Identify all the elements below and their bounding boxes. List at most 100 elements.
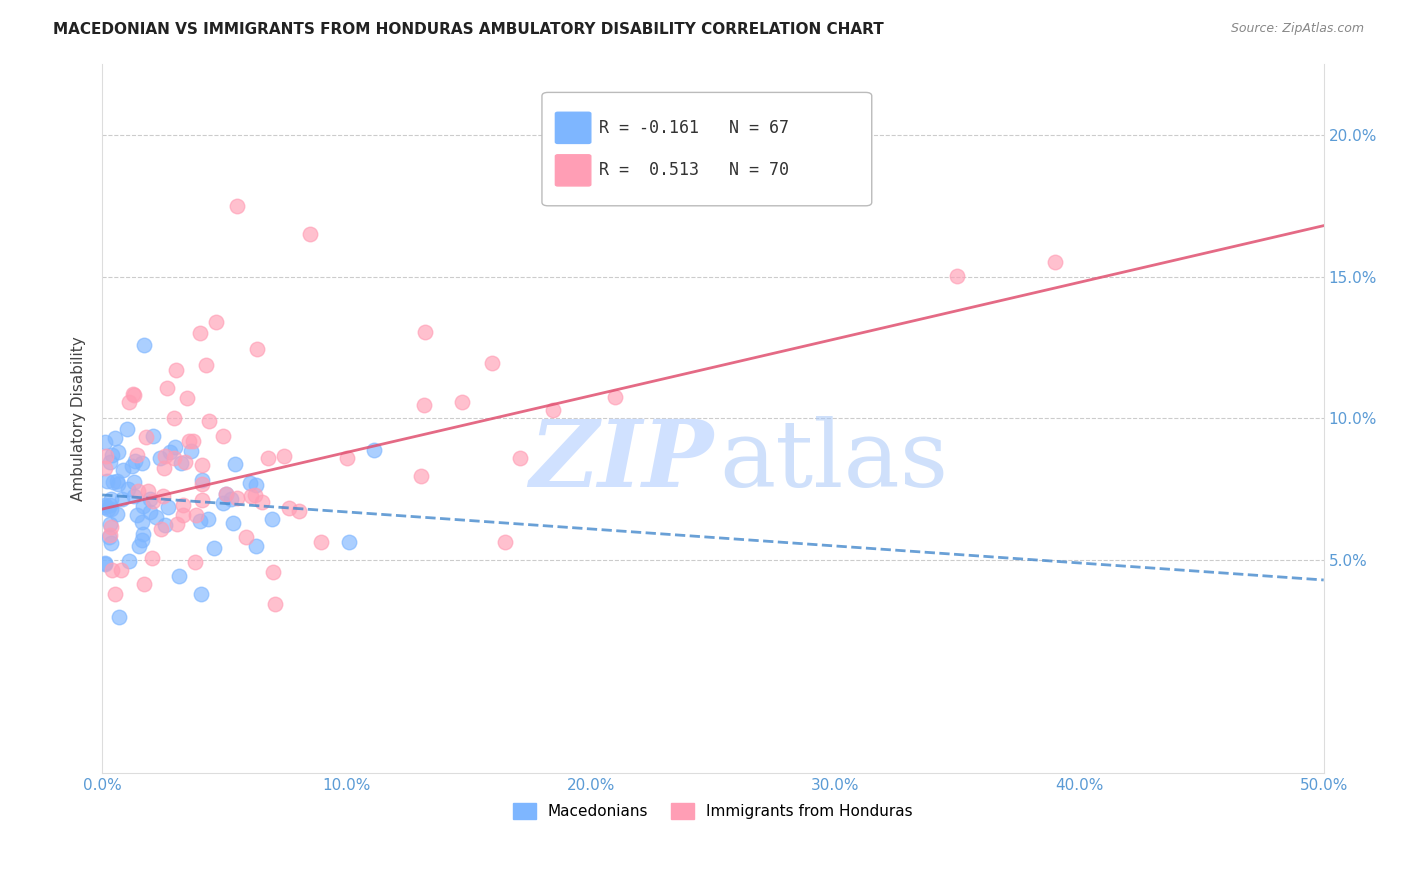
Point bbox=[173, 455, 195, 469]
Point bbox=[101, 563, 124, 577]
FancyBboxPatch shape bbox=[555, 155, 591, 186]
Point bbox=[190, 458, 212, 472]
Point bbox=[166, 517, 188, 532]
Point bbox=[97, 502, 120, 516]
Point bbox=[93, 500, 115, 514]
Point bbox=[235, 530, 257, 544]
Text: R = -0.161   N = 67: R = -0.161 N = 67 bbox=[599, 119, 789, 136]
Point bbox=[156, 500, 179, 514]
Point bbox=[152, 489, 174, 503]
Point bbox=[163, 450, 186, 465]
Point bbox=[191, 492, 214, 507]
Point bbox=[409, 468, 432, 483]
Point bbox=[100, 491, 122, 506]
Point bbox=[139, 492, 162, 507]
Point bbox=[336, 450, 359, 465]
Point bbox=[107, 445, 129, 459]
Point bbox=[273, 449, 295, 463]
Point bbox=[188, 326, 211, 341]
FancyBboxPatch shape bbox=[541, 93, 872, 206]
Point bbox=[176, 391, 198, 405]
Point bbox=[139, 504, 162, 518]
Point bbox=[111, 463, 134, 477]
Point bbox=[105, 474, 128, 488]
Point bbox=[98, 528, 121, 542]
Point bbox=[118, 394, 141, 409]
Point bbox=[226, 491, 249, 505]
Point bbox=[212, 429, 235, 443]
Point bbox=[239, 475, 262, 490]
Point bbox=[214, 487, 236, 501]
Point bbox=[100, 455, 122, 469]
Point bbox=[149, 522, 172, 536]
Point bbox=[94, 498, 117, 512]
Point bbox=[132, 338, 155, 352]
Point bbox=[121, 459, 143, 474]
Point bbox=[101, 448, 124, 462]
Point bbox=[104, 431, 127, 445]
Point bbox=[225, 199, 247, 213]
Point bbox=[125, 508, 148, 523]
Point bbox=[541, 403, 564, 417]
Point bbox=[239, 489, 262, 503]
Point bbox=[202, 541, 225, 555]
Point bbox=[245, 343, 267, 357]
Point bbox=[124, 454, 146, 468]
Point bbox=[191, 477, 214, 491]
Point bbox=[188, 514, 211, 528]
Point bbox=[107, 477, 129, 491]
Point bbox=[156, 381, 179, 395]
Point bbox=[142, 494, 165, 508]
Point bbox=[136, 483, 159, 498]
Point bbox=[211, 496, 233, 510]
Text: MACEDONIAN VS IMMIGRANTS FROM HONDURAS AMBULATORY DISABILITY CORRELATION CHART: MACEDONIAN VS IMMIGRANTS FROM HONDURAS A… bbox=[53, 22, 884, 37]
Point bbox=[128, 539, 150, 553]
Point bbox=[245, 478, 267, 492]
Point bbox=[93, 556, 115, 570]
Point bbox=[124, 475, 146, 489]
Text: atlas: atlas bbox=[718, 416, 948, 506]
Point bbox=[413, 325, 436, 339]
Point bbox=[262, 511, 284, 525]
FancyBboxPatch shape bbox=[555, 112, 591, 144]
Point bbox=[127, 448, 149, 462]
Point bbox=[94, 449, 117, 463]
Point bbox=[298, 227, 321, 241]
Point bbox=[153, 449, 176, 463]
Point bbox=[149, 451, 172, 466]
Point bbox=[219, 492, 242, 507]
Point bbox=[224, 457, 246, 471]
Point bbox=[494, 534, 516, 549]
Point bbox=[509, 450, 531, 465]
Point bbox=[104, 586, 127, 600]
Text: ZIP: ZIP bbox=[529, 416, 713, 506]
Point bbox=[122, 386, 145, 401]
Point bbox=[98, 516, 121, 531]
Point bbox=[181, 434, 204, 448]
Point bbox=[172, 499, 194, 513]
Point bbox=[141, 550, 163, 565]
Point bbox=[111, 492, 134, 507]
Point bbox=[107, 609, 129, 624]
Point bbox=[153, 461, 176, 475]
Point bbox=[159, 445, 181, 459]
Text: R =  0.513   N = 70: R = 0.513 N = 70 bbox=[599, 161, 789, 179]
Point bbox=[288, 504, 311, 518]
Point bbox=[184, 508, 207, 522]
Point bbox=[169, 569, 191, 583]
Point bbox=[153, 518, 176, 533]
Point bbox=[603, 390, 626, 404]
Point bbox=[100, 535, 122, 549]
Point bbox=[170, 456, 193, 470]
Point bbox=[946, 268, 969, 283]
Point bbox=[257, 450, 280, 465]
Point bbox=[131, 499, 153, 513]
Point bbox=[163, 410, 186, 425]
Point bbox=[190, 586, 212, 600]
Point bbox=[184, 555, 207, 569]
Point bbox=[222, 516, 245, 531]
Point bbox=[195, 358, 218, 372]
Legend: Macedonians, Immigrants from Honduras: Macedonians, Immigrants from Honduras bbox=[506, 797, 920, 825]
Point bbox=[205, 315, 228, 329]
Point bbox=[134, 577, 156, 591]
